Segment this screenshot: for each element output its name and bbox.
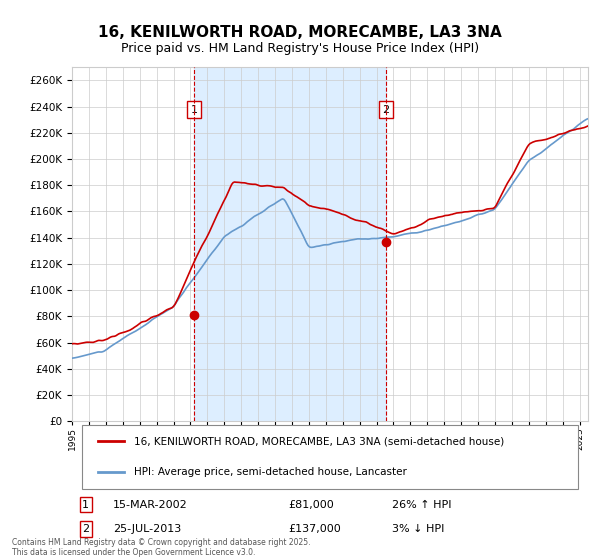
Text: £81,000: £81,000 — [289, 500, 334, 510]
Text: 1: 1 — [82, 500, 89, 510]
Text: 26% ↑ HPI: 26% ↑ HPI — [392, 500, 451, 510]
Text: 15-MAR-2002: 15-MAR-2002 — [113, 500, 188, 510]
Text: Contains HM Land Registry data © Crown copyright and database right 2025.
This d: Contains HM Land Registry data © Crown c… — [12, 538, 311, 557]
Text: 2: 2 — [382, 105, 389, 115]
Text: Price paid vs. HM Land Registry's House Price Index (HPI): Price paid vs. HM Land Registry's House … — [121, 42, 479, 55]
Bar — [194, 67, 386, 421]
FancyBboxPatch shape — [82, 425, 578, 489]
Text: 25-JUL-2013: 25-JUL-2013 — [113, 524, 182, 534]
Text: HPI: Average price, semi-detached house, Lancaster: HPI: Average price, semi-detached house,… — [134, 467, 407, 477]
Text: 16, KENILWORTH ROAD, MORECAMBE, LA3 3NA: 16, KENILWORTH ROAD, MORECAMBE, LA3 3NA — [98, 25, 502, 40]
Text: 16, KENILWORTH ROAD, MORECAMBE, LA3 3NA (semi-detached house): 16, KENILWORTH ROAD, MORECAMBE, LA3 3NA … — [134, 436, 504, 446]
Text: 1: 1 — [190, 105, 197, 115]
Text: £137,000: £137,000 — [289, 524, 341, 534]
Text: 2: 2 — [82, 524, 89, 534]
Text: 3% ↓ HPI: 3% ↓ HPI — [392, 524, 444, 534]
